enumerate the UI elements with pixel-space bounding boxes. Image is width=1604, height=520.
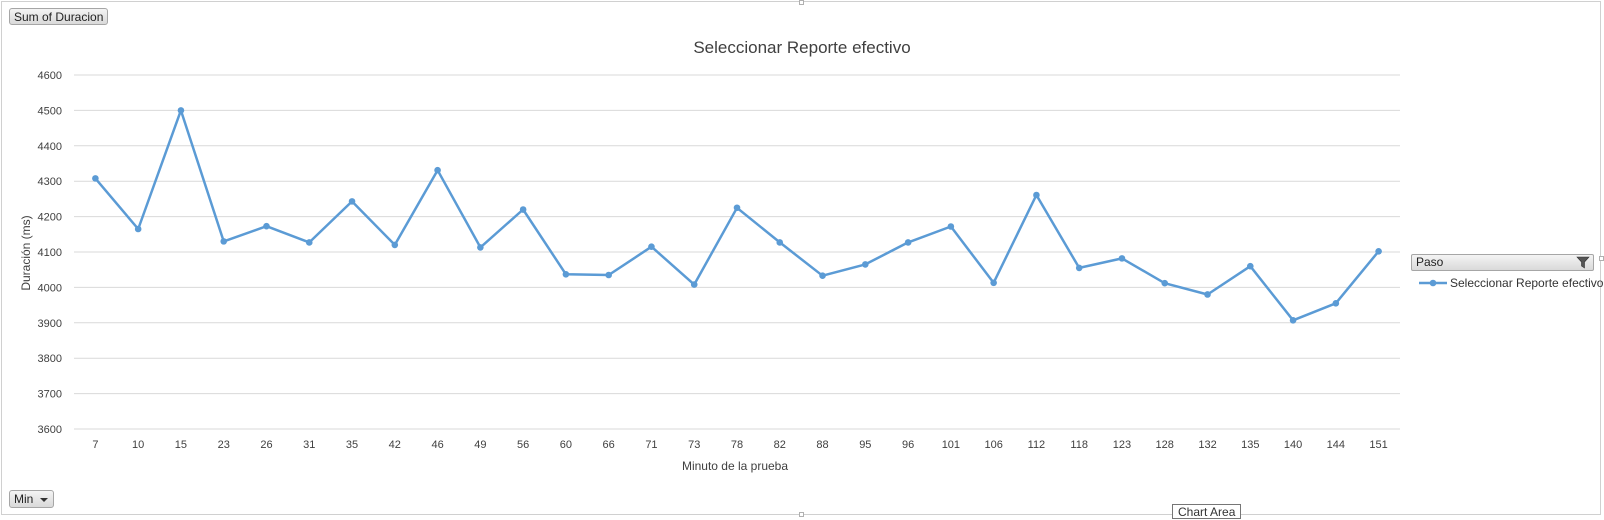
x-tick-label: 42 <box>389 439 401 451</box>
x-tick-label: 46 <box>431 439 443 451</box>
min-field-label: Min <box>14 492 34 506</box>
x-tick-label: 88 <box>816 439 828 451</box>
y-tick-label: 4500 <box>38 105 62 117</box>
y-tick-label: 4100 <box>38 247 62 259</box>
series-line[interactable] <box>94 109 1380 322</box>
data-point[interactable] <box>519 206 527 213</box>
x-tick-label: 35 <box>346 439 358 451</box>
y-tick-label: 3900 <box>38 318 62 330</box>
y-tick-label: 3700 <box>38 389 62 401</box>
data-point[interactable] <box>1033 191 1040 199</box>
data-point[interactable] <box>1246 262 1254 270</box>
resize-handle-right[interactable] <box>1599 256 1604 261</box>
resize-handle-top[interactable] <box>799 0 804 5</box>
x-tick-label: 10 <box>132 439 144 451</box>
y-tick-label: 3600 <box>38 424 62 436</box>
y-tick-label: 4200 <box>38 212 62 224</box>
x-tick-label: 140 <box>1284 439 1302 451</box>
y-tick-label: 4300 <box>38 176 62 188</box>
x-tick-label: 82 <box>774 439 786 451</box>
chart-area-tooltip: Chart Area <box>1172 504 1242 519</box>
x-tick-label: 31 <box>303 439 315 451</box>
data-point[interactable] <box>263 222 270 230</box>
x-axis-tick-labels: 7 10 15 23 26 31 35 42 46 49 56 60 66 71 73 78 82 88 95 96 1… <box>92 439 1387 451</box>
filter-icon <box>1576 256 1590 269</box>
data-point[interactable] <box>648 243 655 250</box>
data-point[interactable] <box>1289 317 1297 324</box>
legend-line-marker-icon <box>1419 279 1447 287</box>
sum-of-duracion-field-button[interactable]: Sum of Duracion <box>9 8 109 25</box>
x-tick-label: 66 <box>603 439 615 451</box>
series-group <box>92 107 1382 324</box>
x-tick-label: 151 <box>1369 439 1387 451</box>
data-point[interactable] <box>1204 291 1211 298</box>
y-tick-label: 3800 <box>38 353 62 365</box>
y-tick-label: 4600 <box>38 70 62 82</box>
legend-entry[interactable]: Seleccionar Reporte efectivo <box>1418 276 1603 290</box>
data-point[interactable] <box>391 241 399 249</box>
data-point[interactable] <box>690 281 698 288</box>
x-tick-label: 78 <box>731 439 743 451</box>
y-tick-label: 4400 <box>38 141 62 153</box>
min-field-dropdown-button[interactable]: Min <box>9 490 54 508</box>
data-point[interactable] <box>1075 264 1083 272</box>
data-point[interactable] <box>605 271 612 279</box>
x-tick-label: 95 <box>859 439 871 451</box>
x-tick-label: 112 <box>1028 439 1046 451</box>
data-point[interactable] <box>947 223 955 230</box>
data-point[interactable] <box>134 225 142 233</box>
x-tick-label: 123 <box>1113 439 1131 451</box>
x-axis-label: Minuto de la prueba <box>682 459 788 473</box>
data-point[interactable] <box>305 239 313 246</box>
x-tick-label: 144 <box>1327 439 1345 451</box>
y-axis-tick-labels: 3600 3700 3800 3900 4000 4100 4200 4300 4400 4500… <box>38 70 62 436</box>
chart-title: Seleccionar Reporte efectivo <box>693 38 910 57</box>
data-point[interactable] <box>904 239 912 246</box>
data-point[interactable] <box>177 107 185 114</box>
resize-handle-bottom[interactable] <box>799 512 804 517</box>
y-axis-label: Duración (ms) <box>19 215 33 290</box>
data-point[interactable] <box>990 279 997 287</box>
x-tick-label: 49 <box>474 439 486 451</box>
data-point[interactable] <box>434 166 441 174</box>
x-tick-label: 101 <box>942 439 960 451</box>
data-point[interactable] <box>348 198 356 205</box>
x-tick-label: 71 <box>645 439 657 451</box>
x-tick-label: 106 <box>984 439 1002 451</box>
dropdown-arrow-icon <box>40 498 48 502</box>
sum-field-label: Sum of Duracion <box>14 10 104 24</box>
x-tick-label: 7 <box>92 439 98 451</box>
data-point[interactable] <box>733 204 741 212</box>
x-tick-label: 118 <box>1070 439 1088 451</box>
data-point[interactable] <box>477 244 484 251</box>
paso-field-label: Paso <box>1416 255 1444 269</box>
data-point[interactable] <box>1375 247 1382 255</box>
x-tick-label: 128 <box>1156 439 1174 451</box>
x-tick-label: 60 <box>560 439 572 451</box>
x-tick-label: 132 <box>1198 439 1216 451</box>
x-tick-label: 96 <box>902 439 914 451</box>
x-tick-label: 23 <box>218 439 230 451</box>
x-tick-label: 135 <box>1241 439 1259 451</box>
data-point[interactable] <box>1161 279 1169 287</box>
data-point[interactable] <box>1332 300 1340 307</box>
data-point[interactable] <box>92 175 99 182</box>
data-point[interactable] <box>1118 255 1126 262</box>
legend-series-label: Seleccionar Reporte efectivo <box>1450 276 1604 290</box>
data-point[interactable] <box>776 239 784 246</box>
data-point[interactable] <box>819 272 826 280</box>
data-point[interactable] <box>862 261 869 268</box>
paso-field-filter-button[interactable]: Paso <box>1411 254 1594 271</box>
data-point[interactable] <box>220 238 228 245</box>
y-tick-label: 4000 <box>38 282 62 294</box>
gridlines <box>74 74 1400 430</box>
x-tick-label: 15 <box>175 439 187 451</box>
x-tick-label: 56 <box>517 439 529 451</box>
data-point[interactable] <box>562 271 570 278</box>
x-tick-label: 73 <box>688 439 700 451</box>
x-tick-label: 26 <box>260 439 272 451</box>
